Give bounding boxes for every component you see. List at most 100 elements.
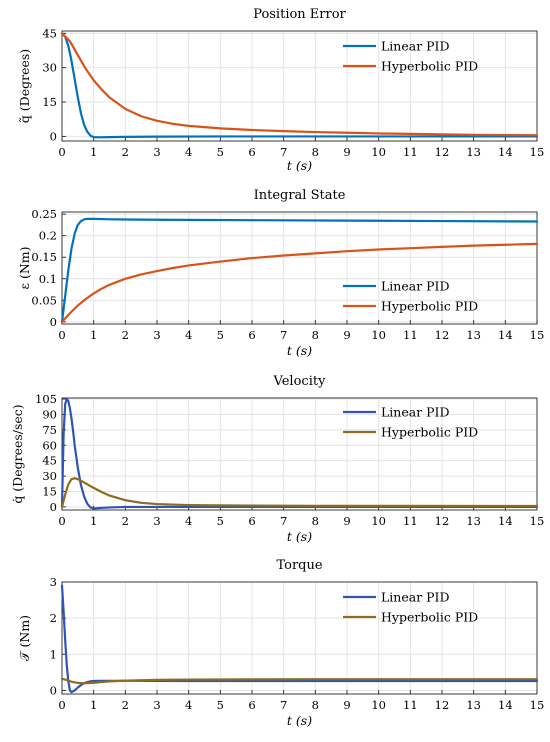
y-tick-label: 15 [42,485,57,499]
x-tick-label: 5 [217,698,224,712]
x-tick-label: 0 [58,145,65,159]
y-axis-label: ε (Nm) [17,247,32,290]
x-tick-label: 12 [435,698,450,712]
x-tick-label: 3 [153,698,160,712]
x-axis-label: t (s) [287,158,312,173]
y-tick-label: 30 [42,61,57,75]
x-tick-label: 14 [498,145,513,159]
x-tick-label: 2 [122,145,129,159]
legend-entry: Linear PID [381,590,450,605]
x-tick-label: 15 [530,514,545,528]
y-tick-label: 0 [50,315,57,329]
x-tick-label: 1 [90,698,97,712]
x-tick-label: 12 [435,145,450,159]
legend-entry: Linear PID [381,405,450,420]
x-tick-label: 13 [466,145,481,159]
x-tick-label: 2 [122,514,129,528]
y-axis-label: 𝒯 (Nm) [17,615,32,661]
x-tick-label: 5 [217,514,224,528]
series-line-2 [60,32,539,137]
series-line-2 [60,242,539,323]
x-tick-label: 7 [280,514,287,528]
chart-title: Velocity [273,374,327,389]
x-tick-label: 15 [530,698,545,712]
x-tick-label: 4 [185,698,192,712]
chart-title: Position Error [253,7,346,22]
y-axis-label: q̃ (Degrees) [17,49,32,123]
x-tick-label: 13 [466,698,481,712]
x-tick-label: 6 [248,514,255,528]
chart-panel-2: 0 1 2 3 4 5 6 7 8 9 10 11 12 13 14 1500.050.10.150.20.2… [17,188,544,358]
y-tick-label: 3 [50,575,57,589]
legend-entry: Hyperbolic PID [381,299,478,314]
chart-panel-3: 0 1 2 3 4 5 6 7 8 9 10 11 12 13 14 150153045607590105Ve… [10,374,544,544]
legend-entry: Linear PID [381,39,450,54]
x-tick-label: 13 [466,328,481,342]
y-tick-label: 0 [50,683,57,697]
series-line-2 [60,677,539,685]
x-tick-label: 8 [312,698,319,712]
x-tick-label: 14 [498,514,513,528]
legend-entry: Hyperbolic PID [381,610,478,625]
y-tick-label: 75 [42,423,57,437]
legend-entry: Hyperbolic PID [381,425,478,440]
legend: Linear PID Hyperbolic PID [343,279,478,314]
x-tick-label: 0 [58,698,65,712]
x-tick-label: 3 [153,145,160,159]
x-tick-label: 15 [530,328,545,342]
x-tick-label: 11 [403,328,418,342]
x-tick-label: 0 [58,328,65,342]
x-tick-label: 7 [280,698,287,712]
x-tick-label: 5 [217,145,224,159]
y-tick-label: 0.1 [39,272,57,286]
legend-entry: Hyperbolic PID [381,59,478,74]
x-tick-label: 7 [280,145,287,159]
x-tick-label: 3 [153,328,160,342]
x-tick-label: 12 [435,514,450,528]
y-tick-label: 0.2 [39,229,57,243]
x-tick-label: 11 [403,514,418,528]
x-axis-label: t (s) [287,713,312,728]
x-tick-label: 6 [248,698,255,712]
x-tick-label: 10 [371,328,386,342]
x-tick-label: 9 [343,698,350,712]
x-tick-label: 1 [90,514,97,528]
y-tick-label: 1 [50,647,57,661]
x-axis-label: t (s) [287,529,312,544]
x-tick-label: 13 [466,514,481,528]
legend: Linear PID Hyperbolic PID [343,405,478,440]
x-tick-label: 14 [498,328,513,342]
y-tick-label: 15 [42,95,57,109]
x-tick-label: 1 [90,145,97,159]
x-tick-label: 4 [185,328,192,342]
x-tick-label: 4 [185,145,192,159]
x-tick-label: 0 [58,514,65,528]
x-tick-label: 5 [217,328,224,342]
x-tick-label: 7 [280,328,287,342]
y-tick-label: 60 [42,438,57,452]
x-tick-label: 10 [371,145,386,159]
legend: Linear PID Hyperbolic PID [343,39,478,74]
legend: Linear PID Hyperbolic PID [343,590,478,625]
x-tick-label: 2 [122,328,129,342]
y-tick-label: 2 [50,611,57,625]
x-tick-label: 8 [312,328,319,342]
y-tick-label: 30 [42,469,57,483]
x-tick-label: 6 [248,145,255,159]
x-tick-label: 14 [498,698,513,712]
x-axis-label: t (s) [287,343,312,358]
series-line-1 [60,397,539,510]
x-tick-label: 6 [248,328,255,342]
y-tick-label: 0.25 [31,207,57,221]
x-tick-label: 11 [403,698,418,712]
series-line-1 [60,217,539,323]
x-tick-label: 10 [371,514,386,528]
x-tick-label: 4 [185,514,192,528]
x-tick-label: 10 [371,698,386,712]
plot-frame [61,30,538,142]
plot-frame [61,397,538,511]
x-tick-label: 1 [90,328,97,342]
